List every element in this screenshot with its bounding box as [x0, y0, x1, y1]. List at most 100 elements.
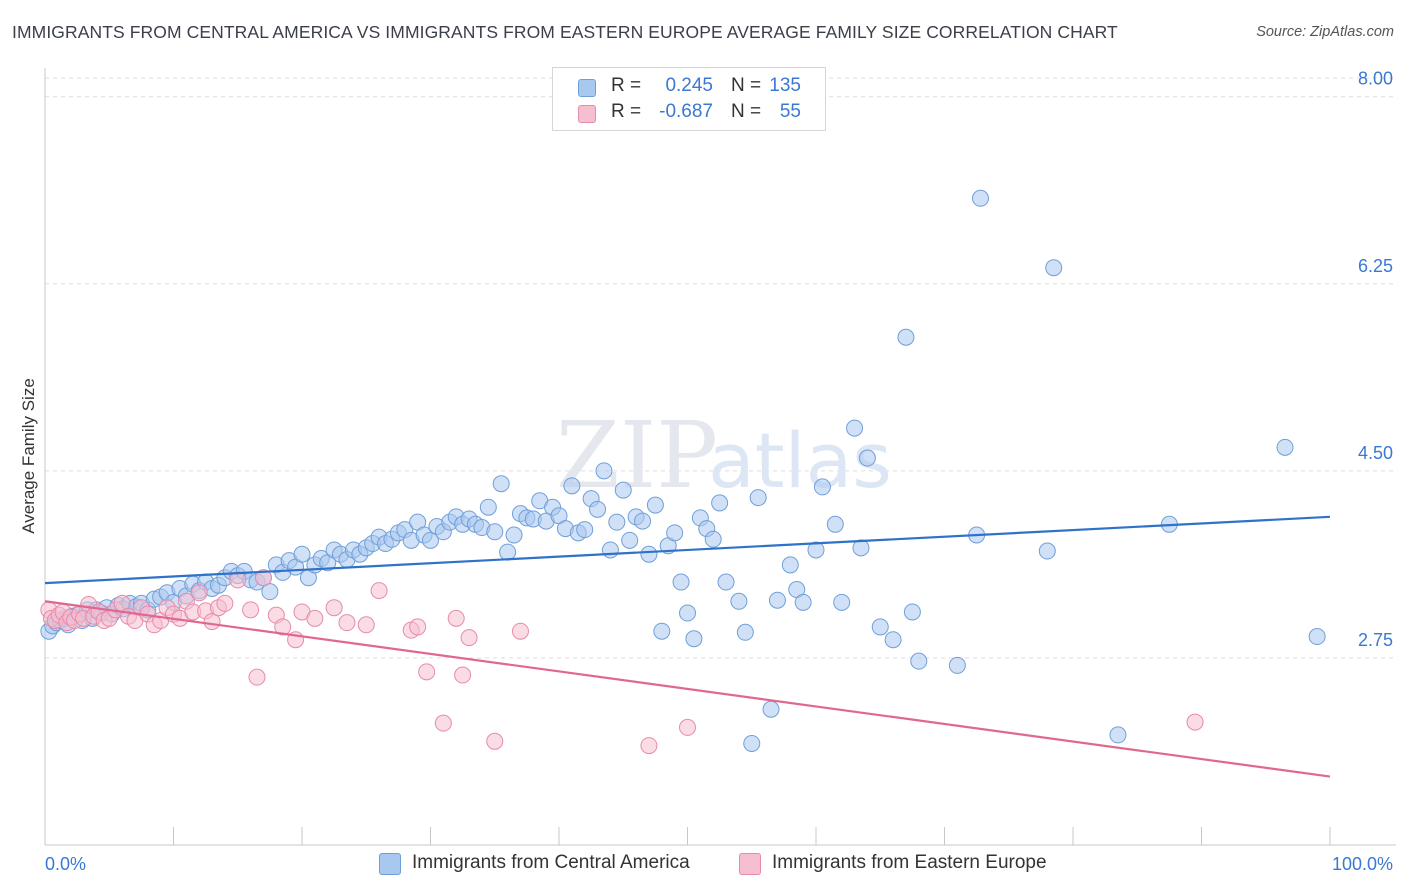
legend-n-label: N = — [731, 101, 762, 122]
point-central-america — [910, 652, 928, 670]
legend-swatch-blue — [578, 79, 596, 97]
point-central-america — [261, 583, 279, 601]
point-central-america — [852, 539, 870, 557]
point-eastern-europe — [248, 668, 266, 686]
point-central-america — [897, 328, 915, 346]
watermark-zip: ZIP — [556, 402, 718, 509]
correlation-legend: R = 0.245 N = 135 R = -0.687 N = 55 — [552, 67, 826, 131]
point-central-america — [871, 618, 889, 636]
point-central-america — [711, 494, 729, 512]
point-central-america — [833, 593, 851, 611]
legend-r-value: 0.245 — [665, 75, 713, 96]
point-eastern-europe — [254, 569, 272, 587]
point-eastern-europe — [242, 601, 260, 619]
point-eastern-europe — [486, 732, 504, 750]
axes — [44, 68, 1396, 846]
point-eastern-europe — [357, 616, 375, 634]
point-central-america — [807, 541, 825, 559]
legend-label: Immigrants from Eastern Europe — [772, 852, 1047, 873]
point-central-america — [576, 521, 594, 539]
legend-swatch-pink — [739, 853, 761, 875]
y-tick-label: 6.25 — [1358, 256, 1393, 276]
y-tick-labels: 2.75 4.50 6.25 8.00 — [1358, 69, 1393, 650]
x-tick-label: 100.0% — [1332, 854, 1393, 874]
legend-r-label: R = — [611, 101, 642, 122]
point-central-america — [595, 462, 613, 480]
point-central-america — [666, 524, 684, 542]
point-central-america — [762, 700, 780, 718]
y-tick-label: 2.75 — [1358, 630, 1393, 650]
point-central-america — [563, 477, 581, 495]
point-central-america — [903, 603, 921, 621]
source-credit: Source: ZipAtlas.com — [1256, 24, 1394, 40]
point-central-america — [601, 541, 619, 559]
legend-row-central-america: R = 0.245 N = 135 — [553, 75, 825, 101]
legend-row-eastern-europe: R = -0.687 N = 55 — [553, 101, 825, 127]
point-central-america — [813, 478, 831, 496]
point-central-america — [749, 489, 767, 507]
point-central-america — [736, 623, 754, 641]
point-central-america — [1276, 438, 1294, 456]
point-eastern-europe — [229, 571, 247, 589]
point-eastern-europe — [460, 629, 478, 647]
legend-label: Immigrants from Central America — [412, 852, 690, 873]
point-central-america — [621, 531, 639, 549]
point-central-america — [1109, 726, 1127, 744]
point-central-america — [608, 513, 626, 531]
point-central-america — [486, 523, 504, 541]
legend-swatch-blue — [379, 853, 401, 875]
point-central-america — [704, 530, 722, 548]
point-eastern-europe — [640, 737, 658, 755]
point-eastern-europe — [511, 622, 529, 640]
y-axis-label: Average Family Size — [19, 378, 38, 534]
legend-swatch-pink — [578, 105, 596, 123]
trend-line-eastern-europe — [44, 600, 1331, 778]
legend-r-value: -0.687 — [659, 101, 713, 122]
point-eastern-europe — [679, 718, 696, 736]
trend-lines — [44, 515, 1331, 778]
y-tick-label: 8.00 — [1358, 69, 1393, 89]
point-eastern-europe — [454, 666, 472, 684]
chart-title: IMMIGRANTS FROM CENTRAL AMERICA VS IMMIG… — [12, 22, 1118, 42]
point-central-america — [768, 591, 786, 609]
point-central-america — [646, 496, 664, 514]
point-central-america — [743, 734, 761, 752]
point-eastern-europe — [274, 618, 292, 636]
legend-n-label: N = — [731, 75, 762, 96]
point-eastern-europe — [325, 599, 343, 617]
point-central-america — [492, 475, 510, 493]
point-central-america — [826, 515, 844, 533]
legend-n-value: 135 — [769, 75, 801, 96]
point-central-america — [1038, 542, 1056, 560]
point-eastern-europe — [306, 609, 324, 627]
point-central-america — [634, 512, 652, 530]
point-eastern-europe — [409, 618, 427, 636]
point-central-america — [685, 630, 703, 648]
point-central-america — [293, 545, 311, 563]
point-central-america — [717, 573, 735, 591]
point-eastern-europe — [216, 594, 234, 612]
legend-r-label: R = — [611, 75, 642, 96]
point-eastern-europe — [418, 663, 436, 681]
point-central-america — [672, 573, 690, 591]
point-central-america — [653, 622, 671, 640]
point-central-america — [1308, 628, 1326, 646]
series-legend: Immigrants from Central America Immigran… — [0, 852, 1406, 878]
point-central-america — [884, 631, 902, 649]
x-tick-labels: 0.0% 100.0% — [45, 854, 1393, 874]
point-central-america — [479, 498, 497, 516]
y-tick-label: 4.50 — [1358, 443, 1393, 463]
point-central-america — [1045, 259, 1063, 277]
point-central-america — [858, 449, 876, 467]
point-central-america — [679, 604, 696, 622]
point-eastern-europe — [447, 609, 465, 627]
point-eastern-europe — [370, 582, 388, 600]
point-eastern-europe — [190, 584, 208, 602]
trend-line-central-america — [44, 515, 1331, 585]
point-central-america — [614, 481, 632, 499]
point-central-america — [971, 189, 989, 207]
point-eastern-europe — [338, 614, 356, 632]
point-central-america — [781, 556, 799, 574]
point-central-america — [846, 419, 864, 437]
